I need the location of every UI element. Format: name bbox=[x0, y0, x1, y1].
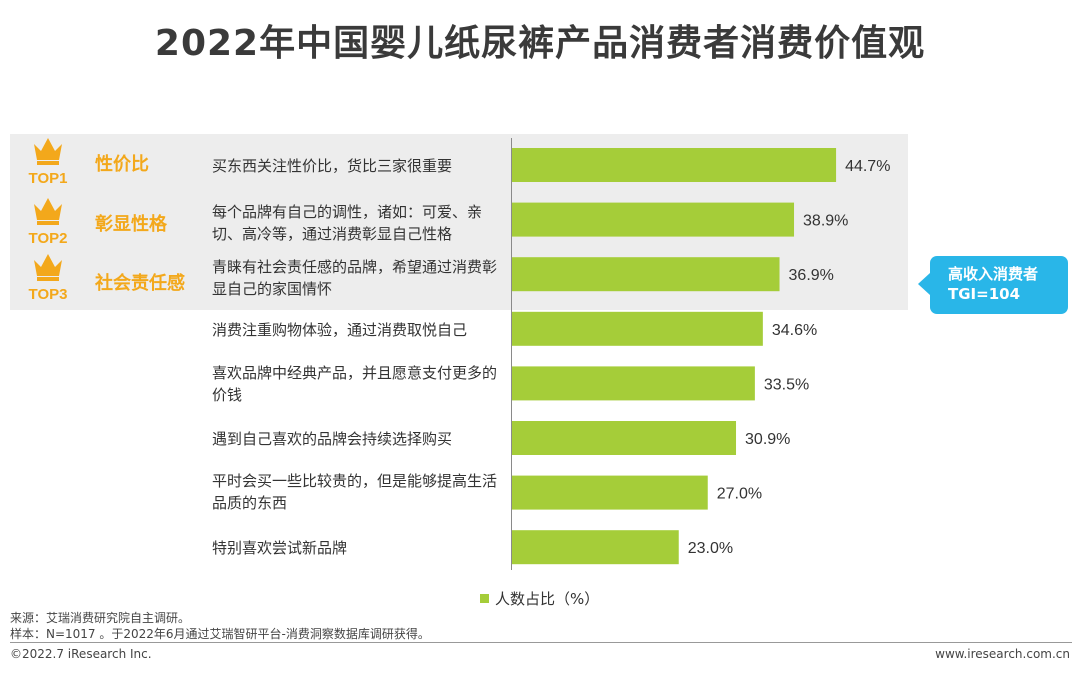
category-label: 喜欢品牌中经典产品，并且愿意支付更多的价钱 bbox=[212, 364, 498, 404]
bar-value-label: 33.5% bbox=[764, 376, 809, 393]
crown-icon bbox=[34, 254, 62, 281]
top3-label: 社会责任感 bbox=[95, 273, 185, 294]
bar-2 bbox=[512, 202, 795, 237]
copyright: ©2022.7 iResearch Inc. bbox=[10, 647, 152, 661]
bar-value-label: 34.6% bbox=[772, 322, 817, 339]
website-url: www.iresearch.com.cn bbox=[935, 647, 1070, 661]
bar-8 bbox=[512, 530, 679, 565]
category-label: 消费注重购物体验，通过消费取悦自己 bbox=[212, 321, 468, 339]
category-label: 青睐有社会责任感的品牌，希望通过消费彰显自己的家国情怀 bbox=[212, 258, 498, 298]
bar-6 bbox=[512, 421, 737, 455]
top2-rank: TOP2 bbox=[28, 230, 68, 247]
bar-value-label: 23.0% bbox=[688, 540, 733, 557]
high-income-callout: 高收入消费者 TGI=104 bbox=[918, 256, 1068, 314]
bar-1 bbox=[512, 148, 837, 182]
top2-badge: TOP2 bbox=[10, 196, 86, 252]
top3-badge: TOP3 bbox=[10, 252, 86, 308]
bar-value-label: 44.7% bbox=[845, 158, 890, 175]
chart-legend: 人数占比（%） bbox=[480, 588, 599, 609]
top1-badge: TOP1 bbox=[10, 136, 86, 192]
category-label: 特别喜欢尝试新品牌 bbox=[212, 539, 348, 557]
bar-value-label: 36.9% bbox=[789, 267, 834, 284]
bar-7 bbox=[512, 475, 708, 510]
bar-value-label: 27.0% bbox=[717, 486, 762, 503]
top1-rank: TOP1 bbox=[28, 170, 68, 187]
bar-4 bbox=[512, 311, 763, 346]
callout-line1: 高收入消费者 bbox=[948, 265, 1039, 283]
crown-icon bbox=[34, 198, 62, 225]
bar-value-label: 30.9% bbox=[745, 431, 790, 448]
bar-3 bbox=[512, 257, 780, 292]
footer-divider bbox=[10, 642, 1072, 643]
legend-label: 人数占比（%） bbox=[495, 590, 600, 608]
top2-label: 彰显性格 bbox=[95, 214, 167, 235]
callout-line2: TGI=104 bbox=[948, 285, 1021, 303]
page-title: 2022年中国婴儿纸尿裤产品消费者消费价值观 bbox=[154, 23, 926, 64]
y-axis-line bbox=[511, 138, 512, 570]
category-label: 遇到自己喜欢的品牌会持续选择购买 bbox=[212, 430, 453, 448]
bar-value-label: 38.9% bbox=[803, 213, 848, 230]
top3-rank: TOP3 bbox=[28, 286, 68, 303]
sample-note: 样本：N=1017 。于2022年6月通过艾瑞智研平台-消费洞察数据库调研获得。 bbox=[10, 627, 430, 641]
category-label: 平时会买一些比较贵的，但是能够提高生活品质的东西 bbox=[212, 472, 498, 512]
bar-5 bbox=[512, 366, 755, 401]
source-note: 来源：艾瑞消费研究院自主调研。 bbox=[10, 611, 191, 625]
crown-icon bbox=[34, 138, 62, 165]
category-label: 每个品牌有自己的调性，诸如：可爱、亲切、高冷等，通过消费彰显自己性格 bbox=[212, 203, 483, 243]
legend-swatch bbox=[480, 594, 489, 603]
top1-label: 性价比 bbox=[95, 154, 149, 175]
category-label: 买东西关注性价比，货比三家很重要 bbox=[212, 157, 453, 175]
